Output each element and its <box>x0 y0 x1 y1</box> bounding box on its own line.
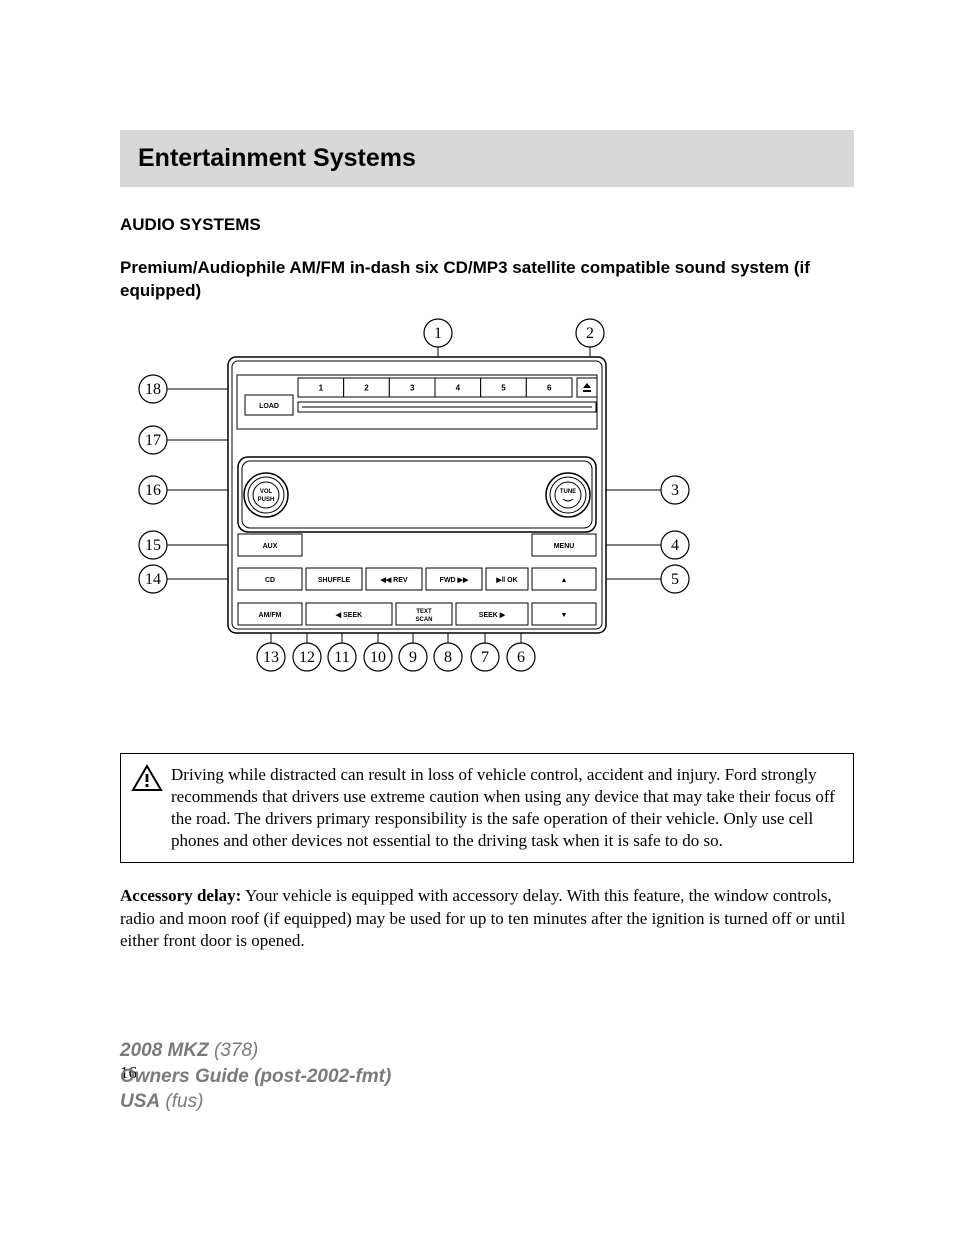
svg-text:17: 17 <box>145 432 161 449</box>
radio-diagram: LOAD123456VOLPUSHTUNEAUXMENUCDSHUFFLE◀◀ … <box>120 317 854 717</box>
svg-text:2: 2 <box>364 383 369 392</box>
warning-icon <box>131 764 163 792</box>
svg-text:CD: CD <box>265 577 275 584</box>
svg-text:SEEK ▶: SEEK ▶ <box>479 612 506 619</box>
svg-text:SHUFFLE: SHUFFLE <box>318 577 351 584</box>
svg-text:▲: ▲ <box>561 577 568 584</box>
svg-text:AM/FM: AM/FM <box>259 612 282 619</box>
svg-text:FWD ▶▶: FWD ▶▶ <box>440 577 469 584</box>
svg-text:5: 5 <box>501 383 506 392</box>
page-title: Entertainment Systems <box>138 144 836 173</box>
svg-text:◀ SEEK: ◀ SEEK <box>335 612 362 619</box>
warning-text: Driving while distracted can result in l… <box>171 765 835 850</box>
svg-text:2: 2 <box>586 325 594 342</box>
svg-text:MENU: MENU <box>554 543 575 550</box>
svg-text:11: 11 <box>334 649 349 666</box>
svg-text:13: 13 <box>263 649 279 666</box>
section-subheading: Premium/Audiophile AM/FM in-dash six CD/… <box>120 257 854 303</box>
svg-text:12: 12 <box>299 649 315 666</box>
svg-text:1: 1 <box>434 325 442 342</box>
svg-text:◀◀ REV: ◀◀ REV <box>379 577 407 584</box>
svg-text:4: 4 <box>456 383 461 392</box>
footer: 2008 MKZ (378) Owners Guide (post-2002-f… <box>120 1038 391 1115</box>
svg-text:16: 16 <box>145 482 161 499</box>
accessory-paragraph: Accessory delay: Your vehicle is equippe… <box>120 885 854 952</box>
svg-text:8: 8 <box>444 649 452 666</box>
svg-text:3: 3 <box>410 383 415 392</box>
svg-text:7: 7 <box>481 649 489 666</box>
svg-text:1: 1 <box>319 383 324 392</box>
svg-text:14: 14 <box>145 571 161 588</box>
footer-model-code: (378) <box>209 1040 259 1061</box>
svg-text:5: 5 <box>671 571 679 588</box>
footer-guide: Owners Guide (post-2002-fmt) <box>120 1064 391 1090</box>
svg-text:TUNE: TUNE <box>560 489 576 495</box>
svg-text:AUX: AUX <box>263 543 278 550</box>
svg-text:VOL: VOL <box>260 489 273 495</box>
page-header: Entertainment Systems <box>120 130 854 187</box>
footer-region: USA <box>120 1091 160 1112</box>
warning-box: Driving while distracted can result in l… <box>120 753 854 863</box>
svg-text:▶‖ OK: ▶‖ OK <box>495 577 517 584</box>
footer-model: 2008 MKZ <box>120 1040 209 1061</box>
svg-text:15: 15 <box>145 537 161 554</box>
svg-text:TEXT: TEXT <box>416 609 432 615</box>
footer-region-code: (fus) <box>160 1091 203 1112</box>
svg-text:6: 6 <box>517 649 525 666</box>
svg-text:▼: ▼ <box>561 612 568 619</box>
svg-text:18: 18 <box>145 381 161 398</box>
svg-text:LOAD: LOAD <box>259 403 279 410</box>
svg-text:10: 10 <box>370 649 386 666</box>
radio-diagram-svg: LOAD123456VOLPUSHTUNEAUXMENUCDSHUFFLE◀◀ … <box>120 317 760 717</box>
accessory-label: Accessory delay: <box>120 886 241 905</box>
svg-text:4: 4 <box>671 537 679 554</box>
svg-text:3: 3 <box>671 482 679 499</box>
svg-text:PUSH: PUSH <box>258 497 275 503</box>
svg-text:9: 9 <box>409 649 417 666</box>
svg-text:6: 6 <box>547 383 552 392</box>
section-heading: AUDIO SYSTEMS <box>120 215 854 235</box>
svg-text:SCAN: SCAN <box>415 617 432 623</box>
